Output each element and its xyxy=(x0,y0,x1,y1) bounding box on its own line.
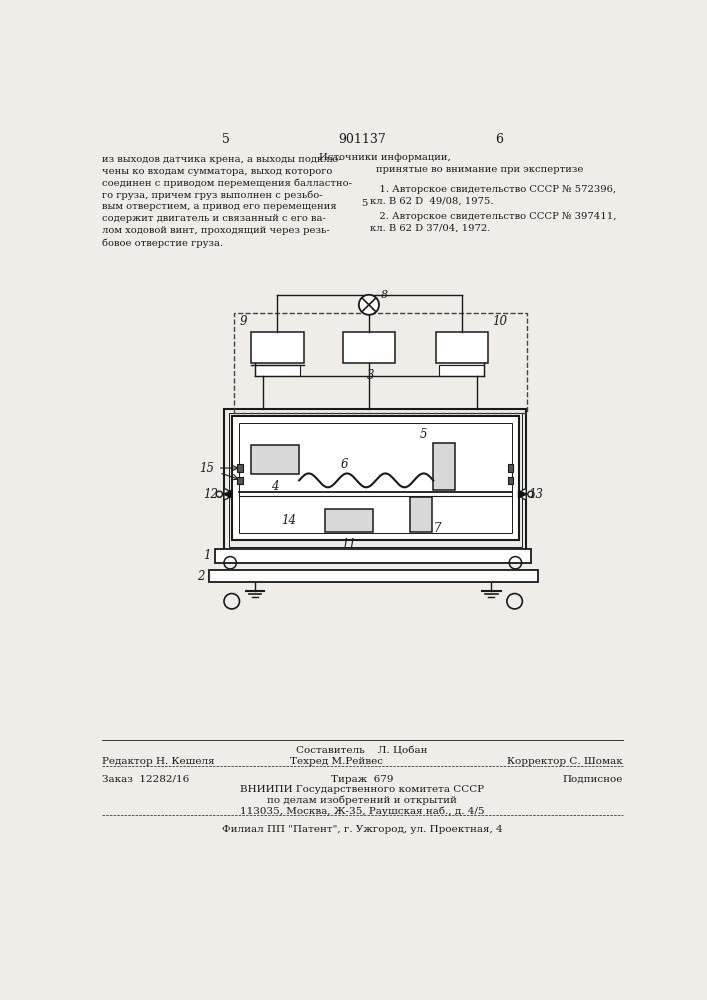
Text: принятые во внимание при экспертизе: принятые во внимание при экспертизе xyxy=(376,165,583,174)
Text: 2: 2 xyxy=(197,570,204,583)
Text: го груза, причем груз выполнен с резьбо-: го груза, причем груз выполнен с резьбо- xyxy=(103,190,323,200)
Text: 1: 1 xyxy=(204,549,211,562)
Text: 1. Авторское свидетельство СССР № 572396,: 1. Авторское свидетельство СССР № 572396… xyxy=(370,185,616,194)
Text: соединен с приводом перемещения балластно-: соединен с приводом перемещения балластн… xyxy=(103,179,352,188)
Text: 11: 11 xyxy=(341,538,356,551)
Text: Составитель    Л. Цобан: Составитель Л. Цобан xyxy=(296,746,428,755)
Text: Редактор Н. Кешеля: Редактор Н. Кешеля xyxy=(103,757,215,766)
Bar xyxy=(224,409,526,551)
Text: Техред М.Рейвес: Техред М.Рейвес xyxy=(290,757,383,766)
Text: Заказ  12282/16: Заказ 12282/16 xyxy=(103,774,189,784)
Text: 13: 13 xyxy=(529,488,544,501)
Bar xyxy=(209,570,538,582)
Text: 15: 15 xyxy=(199,462,214,475)
Text: Корректор С. Шомак: Корректор С. Шомак xyxy=(508,757,623,766)
Text: 6: 6 xyxy=(340,458,348,471)
Bar xyxy=(215,549,531,563)
Bar xyxy=(228,413,522,547)
Polygon shape xyxy=(224,490,232,498)
Wedge shape xyxy=(224,489,230,500)
Bar xyxy=(234,312,527,413)
Bar xyxy=(239,423,512,533)
Text: Подписное: Подписное xyxy=(563,774,623,784)
Text: Источники информации,: Источники информации, xyxy=(320,153,451,162)
Bar xyxy=(508,464,513,472)
Text: 113035, Москва, Ж-35, Раушская наб., д. 4/5: 113035, Москва, Ж-35, Раушская наб., д. … xyxy=(240,806,484,816)
Bar xyxy=(237,477,243,484)
Bar xyxy=(343,332,395,363)
Bar xyxy=(255,365,300,376)
Text: 14: 14 xyxy=(281,514,296,527)
Text: 901137: 901137 xyxy=(338,133,386,146)
Bar xyxy=(232,416,518,540)
Bar xyxy=(237,464,243,472)
Text: ВНИИПИ Государственного комитета СССР: ВНИИПИ Государственного комитета СССР xyxy=(240,785,484,794)
Bar xyxy=(251,332,304,363)
Bar xyxy=(251,445,299,474)
Bar xyxy=(436,332,489,363)
Bar xyxy=(440,365,484,376)
Text: вым отверстием, а привод его перемещения: вым отверстием, а привод его перемещения xyxy=(103,202,337,211)
Text: 2. Авторское свидетельство СССР № 397411,: 2. Авторское свидетельство СССР № 397411… xyxy=(370,212,617,221)
Text: кл. В 62 D  49/08, 1975.: кл. В 62 D 49/08, 1975. xyxy=(370,196,493,205)
Text: бовое отверстие груза.: бовое отверстие груза. xyxy=(103,238,223,248)
Text: 6: 6 xyxy=(495,133,503,146)
Text: по делам изобретений и открытий: по делам изобретений и открытий xyxy=(267,795,457,805)
Text: 9: 9 xyxy=(240,315,247,328)
Bar xyxy=(325,509,373,532)
Text: 8: 8 xyxy=(380,290,387,300)
Text: 3: 3 xyxy=(367,369,374,382)
Text: Тираж  679: Тираж 679 xyxy=(331,774,393,784)
Bar xyxy=(508,477,513,484)
Text: 4: 4 xyxy=(271,480,279,493)
Text: из выходов датчика крена, а выходы подклю-: из выходов датчика крена, а выходы подкл… xyxy=(103,155,342,164)
Wedge shape xyxy=(521,489,526,500)
Text: кл. В 62 D 37/04, 1972.: кл. В 62 D 37/04, 1972. xyxy=(370,224,490,233)
Text: 5: 5 xyxy=(361,199,368,208)
Text: 12: 12 xyxy=(204,488,218,501)
Circle shape xyxy=(359,295,379,315)
Text: 10: 10 xyxy=(492,315,507,328)
Bar xyxy=(433,443,455,490)
Text: лом ходовой винт, проходящий через резь-: лом ходовой винт, проходящий через резь- xyxy=(103,226,330,235)
Text: 7: 7 xyxy=(433,522,440,535)
Text: содержит двигатель и связанный с его ва-: содержит двигатель и связанный с его ва- xyxy=(103,214,326,223)
Text: 5: 5 xyxy=(419,428,427,441)
Text: 5: 5 xyxy=(221,133,230,146)
Text: Филиал ПП "Патент", г. Ужгород, ул. Проектная, 4: Филиал ПП "Патент", г. Ужгород, ул. Прое… xyxy=(221,825,502,834)
Polygon shape xyxy=(518,490,526,498)
Text: чены ко входам сумматора, выход которого: чены ко входам сумматора, выход которого xyxy=(103,167,333,176)
Bar xyxy=(410,497,432,532)
